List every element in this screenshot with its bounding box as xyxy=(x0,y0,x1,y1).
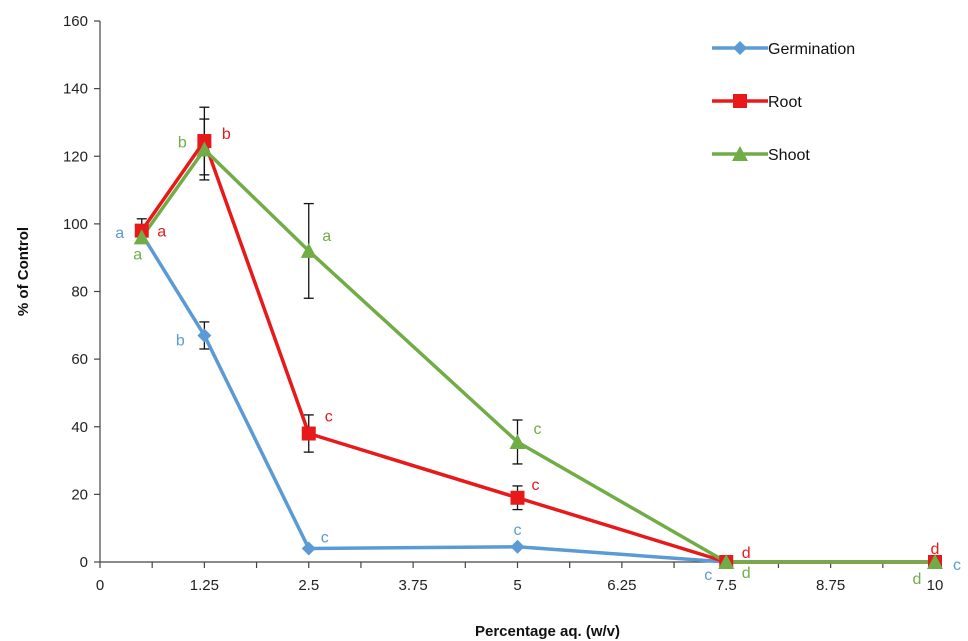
x-axis-title: Percentage aq. (w/v) xyxy=(475,623,620,640)
germination-sig-label: b xyxy=(176,332,185,349)
x-tick-label: 5 xyxy=(513,577,521,594)
shoot-sig-label: a xyxy=(133,246,142,263)
x-tick-label: 10 xyxy=(927,577,944,594)
germination-point xyxy=(301,541,316,556)
root-point xyxy=(510,490,525,505)
error-bars xyxy=(136,106,523,511)
shoot-sig-label: d xyxy=(913,571,922,588)
germination-point xyxy=(197,328,212,343)
germination-sig-label: c xyxy=(514,522,522,539)
shoot-sig-label: a xyxy=(322,228,331,245)
x-tick-label: 0 xyxy=(96,577,104,594)
germination-sig-label: a xyxy=(115,225,124,242)
y-tick-label: 20 xyxy=(71,486,88,503)
series-lines xyxy=(140,139,935,564)
germination-point xyxy=(510,539,525,554)
legend-root-label: Root xyxy=(768,94,802,111)
root-sig-label: d xyxy=(742,545,751,562)
shoot-point xyxy=(133,229,150,245)
root-sig-label: c xyxy=(325,409,333,426)
y-tick-label: 0 xyxy=(80,554,88,571)
legend-shoot-marker xyxy=(732,146,748,161)
x-tick-label: 6.25 xyxy=(607,577,636,594)
legend-germination-label: Germination xyxy=(768,41,855,58)
root-sig-label: b xyxy=(222,126,231,143)
y-tick-label: 40 xyxy=(71,419,88,436)
y-tick-label: 80 xyxy=(71,284,88,301)
germination-sig-label: c xyxy=(321,529,329,546)
y-tick-label: 140 xyxy=(63,81,88,98)
shoot-point xyxy=(300,242,317,258)
y-tick-label: 160 xyxy=(63,13,88,30)
x-tick-label: 8.75 xyxy=(816,577,845,594)
germination-sig-label: c xyxy=(953,557,961,574)
root-point xyxy=(301,426,316,441)
germination-sig-label: c xyxy=(704,567,712,584)
shoot-sig-label: d xyxy=(742,565,751,582)
root-sig-label: d xyxy=(931,541,940,558)
legend: Germination Root Shoot xyxy=(712,41,855,164)
axes: 0 20 40 60 80 100 120 140 160 0 1.25 2.5 3.75 5 6.25 7.… xyxy=(63,13,943,594)
germination-line xyxy=(140,233,935,564)
y-axis-title: % of Control xyxy=(15,227,32,316)
shoot-sig-label: c xyxy=(534,421,542,438)
legend-germination-marker xyxy=(733,41,747,55)
y-tick-label: 100 xyxy=(63,216,88,233)
shoot-point xyxy=(927,554,943,569)
x-tick-label: 3.75 xyxy=(399,577,428,594)
x-tick-label: 1.25 xyxy=(190,577,219,594)
shoot-point xyxy=(718,554,735,569)
shoot-line xyxy=(140,147,935,564)
y-tick-label: 120 xyxy=(63,148,88,165)
root-point xyxy=(197,134,212,149)
legend-shoot-label: Shoot xyxy=(768,147,810,164)
shoot-sig-label: b xyxy=(178,134,187,151)
y-tick-label: 60 xyxy=(71,351,88,368)
shoot-point xyxy=(509,433,526,449)
legend-root-marker xyxy=(733,94,747,108)
series-markers xyxy=(133,134,943,569)
root-sig-label: a xyxy=(157,224,166,241)
root-sig-label: c xyxy=(532,477,540,494)
shoot-point xyxy=(196,141,213,157)
x-tick-label: 7.5 xyxy=(716,577,737,594)
x-tick-label: 2.5 xyxy=(298,577,319,594)
